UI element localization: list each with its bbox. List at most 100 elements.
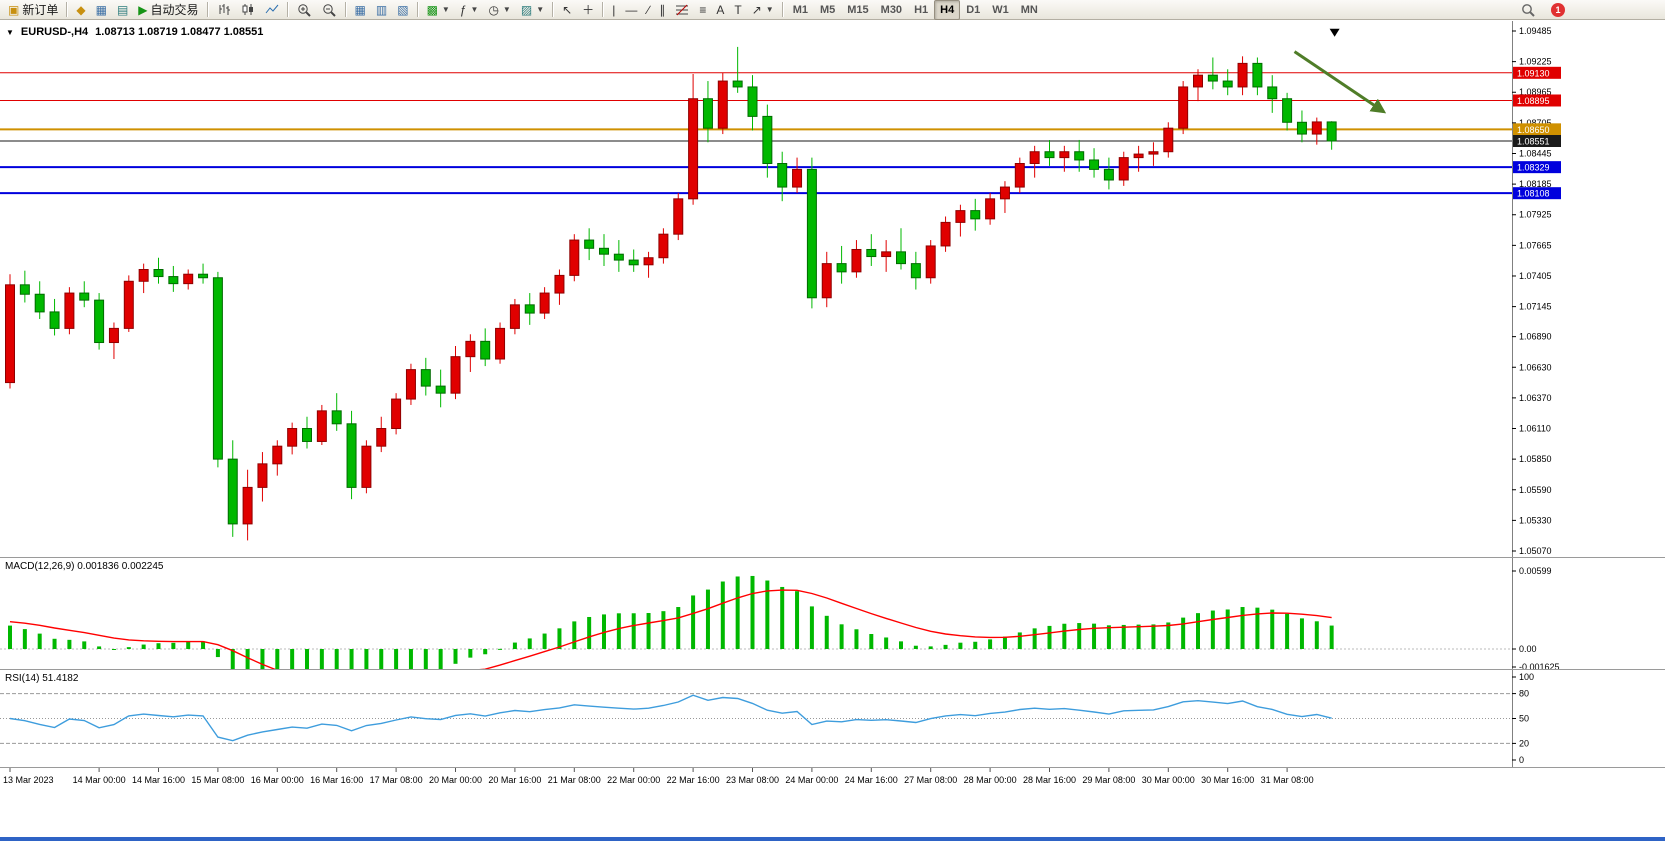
timeframe-button-m5[interactable]: M5 <box>819 3 836 16</box>
data-window-button[interactable]: ▦ <box>91 0 112 20</box>
candlestick-chart-icon <box>242 4 253 15</box>
candlestick-chart-type-button[interactable] <box>236 0 260 20</box>
horizontal-levels[interactable]: 1.09130 1.08895 1.08650 1.08551 1.08329 1.081… <box>0 66 1561 200</box>
bar-chart-icon <box>219 4 230 15</box>
toolbar: ▣ 新订单 ◆ ▦ ▤ ▶ 自动交易 <box>0 0 1665 20</box>
chart-menu-marker[interactable]: ▼ <box>6 27 14 37</box>
candlestick-chart[interactable]: 1.09485 1.09225 1.08965 1.08705 1.08445 1.081… <box>0 21 1665 557</box>
chart-ohlc-values: 1.08713 1.08719 1.08477 1.08551 <box>95 26 264 38</box>
svg-text:1.05330: 1.05330 <box>1519 515 1552 525</box>
arrows-tool-button[interactable]: ↗ ▼ <box>747 0 779 20</box>
text-tool-button[interactable]: A <box>711 0 729 20</box>
time-axis-label: 22 Mar 16:00 <box>667 775 720 785</box>
toolbar-separator <box>602 2 605 17</box>
channel-tool-button[interactable]: ∥ <box>654 0 670 20</box>
text-label-icon: T <box>734 2 742 17</box>
rsi-axis-label: 50 <box>1519 714 1529 724</box>
notification-badge[interactable]: 1 <box>1551 3 1565 17</box>
timeframe-button-m15[interactable]: M15 <box>847 3 869 16</box>
svg-text:1.06110: 1.06110 <box>1519 424 1551 434</box>
price-tag-label: 1.08650 <box>1517 125 1550 135</box>
vertical-line-icon: | <box>612 2 616 17</box>
periods-button[interactable]: ◷ ▼ <box>483 0 515 20</box>
macd-signal-line <box>9 589 1332 670</box>
time-axis-label: 23 Mar 08:00 <box>726 775 779 785</box>
new-order-icon: ▣ <box>8 2 20 17</box>
svg-text:1.05850: 1.05850 <box>1519 454 1552 464</box>
timeframe-button-m1[interactable]: M1 <box>792 3 808 16</box>
fibonacci-tool-button[interactable] <box>670 0 694 20</box>
timeframe-button-m30[interactable]: M30 <box>880 3 903 16</box>
svg-text:1.09485: 1.09485 <box>1519 26 1552 36</box>
trendline-icon: ∕ <box>647 2 650 17</box>
time-axis-label: 28 Mar 16:00 <box>1023 775 1076 785</box>
macd-chart[interactable]: 0.00599 0.00 -0.001625 <box>0 558 1665 670</box>
bar-chart-type-button[interactable] <box>212 0 236 20</box>
horizontal-line-tool-button[interactable]: — <box>620 0 642 20</box>
macd-axis-label: 0.00 <box>1519 644 1537 654</box>
timeframe-group: M1 M5 M15 M30 H1 H4 D1 W1 MN <box>787 0 1044 20</box>
timeframe-button-d1[interactable]: D1 <box>966 3 981 16</box>
trendline-tool-button[interactable]: ∕ <box>642 0 654 20</box>
price-tag <box>1513 135 1561 148</box>
new-order-button[interactable]: ▣ 新订单 <box>3 0 63 20</box>
svg-text:1.08185: 1.08185 <box>1519 179 1552 189</box>
timeframe-button-mn[interactable]: MN <box>1020 3 1038 16</box>
templates-button[interactable]: ▨ ▼ <box>516 0 549 20</box>
gann-lines-tool-button[interactable]: ≡ <box>694 0 711 20</box>
down-triangle-marker[interactable] <box>1329 28 1340 37</box>
search-button[interactable] <box>1516 0 1541 20</box>
window-bottom-edge <box>0 837 1665 841</box>
tile-windows-button[interactable]: ▦ <box>350 0 371 20</box>
text-label-tool-button[interactable]: T <box>729 0 746 20</box>
autotrading-label: 自动交易 <box>150 3 199 17</box>
rsi-panel[interactable]: RSI(14) 51.4182 100 80 50 20 0 <box>0 669 1665 768</box>
price-tag <box>1513 123 1561 136</box>
svg-text:1.07405: 1.07405 <box>1519 271 1552 281</box>
price-axis-labels: 1.09485 1.09225 1.08965 1.08705 1.08445 1.081… <box>1512 26 1552 556</box>
timeframe-button-h1[interactable]: H1 <box>914 3 929 16</box>
svg-text:1.08705: 1.08705 <box>1519 118 1552 128</box>
price-tag <box>1513 161 1561 174</box>
price-tag <box>1513 94 1561 107</box>
macd-title: MACD(12,26,9) 0.001836 0.002245 <box>5 561 164 572</box>
vertical-line-tool-button[interactable]: | <box>607 0 620 20</box>
time-axis-label: 20 Mar 16:00 <box>488 775 541 785</box>
main-chart-panel[interactable]: ▼ EURUSD-,H4 1.08713 1.08719 1.08477 1.0… <box>0 21 1665 557</box>
timeframe-button-w1[interactable]: W1 <box>992 3 1009 16</box>
data-window-icon: ▦ <box>95 2 107 17</box>
time-axis-label: 20 Mar 00:00 <box>429 775 482 785</box>
time-axis-label: 30 Mar 00:00 <box>1142 775 1195 785</box>
toolbar-separator <box>552 2 555 17</box>
time-axis[interactable]: 13 Mar 2023 14 Mar 00:00 14 Mar 16:00 15 Ma… <box>0 767 1665 793</box>
time-axis-label: 21 Mar 08:00 <box>548 775 601 785</box>
chart-symbol-period: EURUSD-,H4 <box>20 26 89 38</box>
toolbar-separator <box>416 2 419 17</box>
new-chart-button[interactable]: ▩ ▼ <box>422 0 455 20</box>
crosshair-button[interactable]: ＋ <box>577 0 599 20</box>
svg-text:1.09225: 1.09225 <box>1519 57 1552 67</box>
trend-arrow-annotation[interactable] <box>1293 50 1387 114</box>
time-axis-label: 29 Mar 08:00 <box>1082 775 1135 785</box>
tile-vertical-button[interactable]: ▧ <box>392 0 413 20</box>
rsi-chart[interactable]: 100 80 50 20 0 <box>0 670 1665 768</box>
navigator-button[interactable]: ▤ <box>112 0 133 20</box>
cursor-button[interactable]: ↖ <box>557 0 577 20</box>
time-axis-label: 13 Mar 2023 <box>3 775 54 785</box>
line-chart-type-button[interactable] <box>260 0 284 20</box>
price-tag <box>1513 187 1561 200</box>
zoom-in-button[interactable] <box>292 0 317 20</box>
line-chart-icon <box>265 4 278 14</box>
market-watch-button[interactable]: ◆ <box>71 0 90 20</box>
price-tag-label: 1.08551 <box>1517 137 1550 147</box>
price-tag-label: 1.08108 <box>1517 189 1550 199</box>
zoom-out-button[interactable] <box>317 0 342 20</box>
autotrading-button[interactable]: ▶ 自动交易 <box>133 0 203 20</box>
timeframe-button-h4[interactable]: H4 <box>934 0 961 20</box>
cascade-windows-button[interactable]: ▥ <box>371 0 392 20</box>
time-axis-label: 14 Mar 16:00 <box>132 775 185 785</box>
cascade-windows-icon: ▥ <box>375 2 388 17</box>
indicators-button[interactable]: ƒ ▼ <box>455 0 484 20</box>
macd-panel[interactable]: MACD(12,26,9) 0.001836 0.002245 0.00599 0… <box>0 557 1665 670</box>
zoom-out-icon <box>322 3 336 17</box>
